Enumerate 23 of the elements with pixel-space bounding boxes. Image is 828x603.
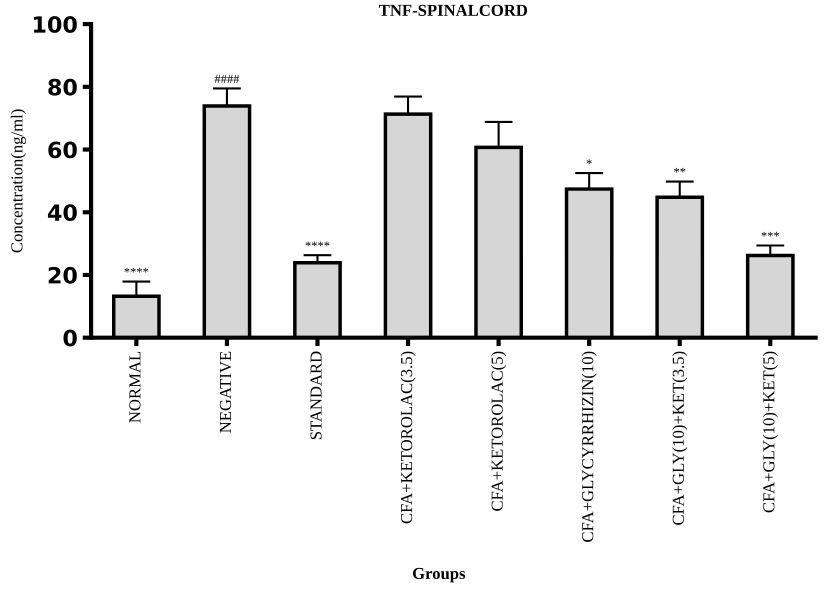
annotation: ** [674, 168, 686, 172]
annotation: * [586, 159, 592, 164]
annotation: #### [214, 74, 240, 83]
annotation: **** [306, 242, 330, 246]
annotation: *** [762, 232, 780, 236]
chart-title: TNF-SPINALCORD [379, 4, 528, 16]
y-tick-label: 80 [48, 78, 77, 96]
y-tick-label: 0 [63, 330, 77, 346]
y-tick-label: 100 [34, 16, 77, 33]
x-tick-label: STANDARD [310, 352, 322, 440]
annotation: **** [124, 268, 148, 273]
x-tick-label: NEGATIVE [220, 352, 232, 433]
x-tick-label: CFA+KETOROLAC(5) [491, 352, 506, 511]
y-tick-label: 20 [48, 266, 77, 284]
y-axis-title: Concentration(ng/ml) [10, 109, 26, 252]
x-tick-label: CFA+GLY(10)+KET(5) [762, 352, 778, 512]
y-tick-label: 40 [48, 204, 77, 222]
y-tick-label: 60 [48, 141, 77, 158]
x-tick-label: CFA+GLYCYRRHIZIN(10) [582, 352, 597, 542]
x-tick-label: NORMAL [129, 352, 141, 423]
x-axis-title: Groups [412, 568, 466, 582]
x-tick-label: CFA+KETOROLAC(3.5) [400, 352, 416, 524]
x-tick-label: CFA+GLY(10)+KET(3.5) [672, 352, 688, 525]
